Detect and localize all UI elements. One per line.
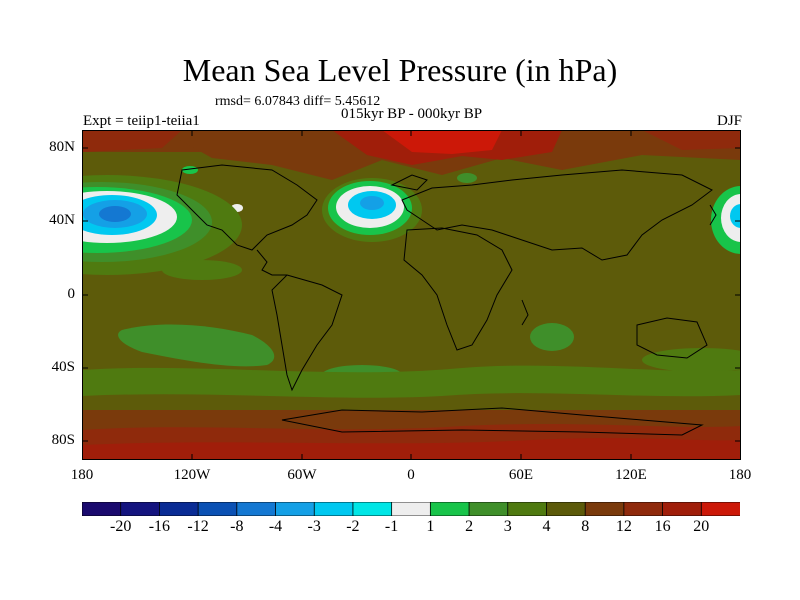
colorbar-label: 20: [693, 518, 710, 535]
contour-map: [82, 130, 741, 460]
map-title: Mean Sea Level Pressure (in hPa): [182, 52, 618, 88]
season-label: DJF: [716, 113, 742, 129]
lon-label-120w: 120W: [173, 467, 211, 483]
colorbar-label: 12: [615, 518, 632, 535]
africa-outline: [403, 227, 513, 351]
colorbar-swatch: [159, 501, 200, 517]
colorbar-swatch: [352, 501, 393, 517]
colorbar-swatch: [662, 501, 703, 517]
colorbar-swatch: [584, 501, 625, 517]
colorbar-label: -2: [346, 518, 360, 535]
lon-label-60e: 60E: [508, 467, 534, 483]
lat-label-80s: 80S: [51, 432, 75, 448]
colorbar-label: -16: [148, 518, 171, 535]
map-panel: [82, 130, 741, 460]
colorbar-label: 8: [581, 518, 590, 535]
map-subtitle: 015kyr BP - 000kyr BP: [340, 106, 483, 122]
southern-ocean-band: [82, 365, 741, 398]
experiment-label: Expt = teiip1-teiia1: [83, 113, 200, 129]
colorbar-swatch: [623, 501, 664, 517]
colorbar-swatch: [700, 501, 741, 517]
colorbar-label: -1: [384, 518, 399, 535]
lat-label-40s: 40S: [51, 359, 75, 375]
north-pacific-low-region: [82, 175, 741, 275]
colorbar-swatch: [507, 501, 548, 517]
north-america-outline: [176, 164, 318, 251]
lat-label-40n: 40N: [49, 212, 75, 228]
antarctica-outline: [281, 407, 704, 436]
japan-outline: [709, 204, 717, 226]
lon-label-180e: 180: [728, 467, 752, 483]
colorbar-label: 2: [465, 518, 474, 535]
north-atlantic-low-region: [322, 178, 422, 242]
colorbar-swatch: [546, 501, 587, 517]
colorbar-swatch: [275, 501, 316, 517]
colorbar-swatch: [120, 501, 161, 517]
colorbar-swatch: [197, 501, 238, 517]
colorbar-swatch: [313, 501, 354, 517]
colorbar-label: 1: [426, 518, 435, 535]
lat-label-80n: 80N: [49, 139, 75, 155]
colorbar-label: -3: [307, 518, 321, 535]
colorbar-label: 16: [654, 518, 671, 535]
colorbar-label: -8: [230, 518, 244, 535]
eurasia-outline: [401, 169, 713, 261]
coastlines: [176, 164, 717, 436]
colorbar-swatch: [236, 501, 277, 517]
axis-ticks: [82, 130, 741, 460]
colorbar-label: 4: [542, 518, 551, 535]
colorbar-swatch: [429, 501, 470, 517]
rmsd-stats: rmsd= 6.07843 diff= 5.45612: [215, 94, 381, 109]
madagascar-outline: [521, 299, 529, 326]
antarctic-high-region: [82, 410, 741, 460]
colorbar-label: -20: [110, 518, 132, 535]
lon-label-120e: 120E: [615, 467, 647, 483]
central-america-outline: [256, 249, 287, 276]
colorbar-swatch: [81, 501, 122, 517]
lat-label-0: 0: [67, 286, 76, 302]
australia-outline: [636, 317, 708, 359]
arctic-high-region: [82, 130, 741, 212]
lon-label-0: 0: [407, 467, 415, 483]
colorbar-swatch: [391, 501, 432, 517]
colorbar-label: -12: [187, 518, 209, 535]
colorbar-swatches: [81, 501, 741, 517]
lon-label-180w: 180: [70, 467, 94, 483]
colorbar-swatch: [468, 501, 509, 517]
colorbar: [81, 501, 741, 517]
colorbar-label: 3: [503, 518, 512, 535]
map-background: [82, 130, 741, 460]
lon-label-60w: 60W: [287, 467, 317, 483]
colorbar-label: -4: [268, 518, 283, 535]
greenland-tip-outline: [390, 174, 428, 191]
south-america-outline: [271, 274, 343, 392]
